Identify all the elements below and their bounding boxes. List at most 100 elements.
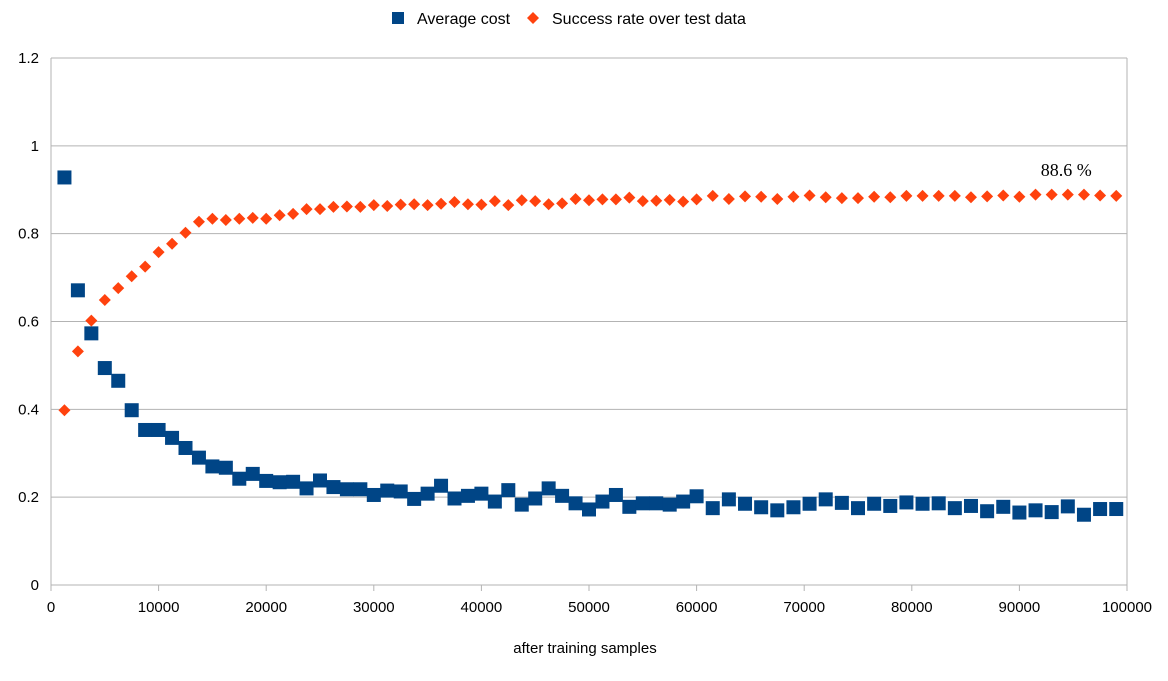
x-axis-title: after training samples	[513, 640, 656, 657]
success-rate-point	[690, 193, 703, 206]
success-rate-point	[771, 192, 784, 205]
success-rate-point	[529, 195, 542, 208]
success-rate-point	[900, 189, 913, 202]
success-rate-point	[340, 200, 353, 213]
success-rate-point	[112, 282, 125, 295]
success-rate-point	[246, 211, 259, 224]
average-cost-point	[786, 500, 801, 515]
success-rate-point	[868, 190, 881, 203]
success-rate-point	[300, 203, 313, 216]
legend-label-success-rate: Success rate over test data	[552, 11, 746, 28]
success-rate-point	[803, 189, 816, 202]
average-cost-point	[689, 489, 704, 504]
success-rate-point	[964, 191, 977, 204]
average-cost-point	[1060, 499, 1075, 514]
success-rate-point	[663, 193, 676, 206]
average-cost-point	[272, 475, 287, 490]
success-rate-point	[981, 190, 994, 203]
legend-marker-average-cost	[392, 12, 404, 24]
average-cost-point	[57, 170, 72, 185]
x-tick-label: 70000	[783, 599, 825, 616]
success-rate-point	[152, 246, 165, 259]
series-average-cost	[57, 170, 1124, 522]
average-cost-point	[151, 422, 166, 437]
success-rate-point	[461, 198, 474, 211]
success-rate-point	[1061, 188, 1074, 201]
y-tick-label: 0.6	[18, 314, 39, 331]
success-rate-point	[819, 191, 832, 204]
success-rate-point	[1077, 188, 1090, 201]
average-cost-point	[326, 480, 341, 495]
gridlines	[51, 57, 1127, 498]
success-rate-point	[448, 196, 461, 209]
success-rate-point	[1013, 190, 1026, 203]
average-cost-point	[1044, 505, 1059, 520]
success-rate-point	[58, 404, 71, 417]
average-cost-point	[1109, 502, 1124, 517]
success-rate-point	[835, 192, 848, 205]
success-rate-point	[435, 197, 448, 210]
average-cost-point	[245, 466, 260, 481]
success-rate-point	[233, 212, 246, 225]
average-cost-point	[834, 495, 849, 510]
average-cost-point	[205, 459, 220, 474]
y-tick-label: 0.8	[18, 226, 39, 243]
average-cost-point	[802, 496, 817, 511]
tick-labels: 0 0.2 0.4 0.6 0.8 1 1.2 0 10000 20000 30000 40000 50…	[18, 50, 1152, 616]
x-tick-label: 40000	[461, 599, 503, 616]
average-cost-point	[514, 497, 529, 512]
success-rate-point	[408, 198, 421, 211]
average-cost-point	[963, 498, 978, 513]
x-tick-label: 90000	[999, 599, 1041, 616]
success-rate-point	[852, 192, 864, 205]
success-rate-point	[1110, 189, 1123, 202]
success-rate-point	[542, 198, 555, 211]
average-cost-point	[738, 496, 753, 511]
annotation-final-success-rate: 88.6 %	[1041, 160, 1092, 180]
success-rate-point	[650, 194, 663, 207]
success-rate-point	[1029, 188, 1042, 201]
y-tick-label: 1	[31, 138, 39, 155]
average-cost-point	[915, 496, 930, 511]
success-rate-point	[787, 190, 800, 203]
success-rate-point	[85, 314, 98, 327]
legend: Average cost Success rate over test data	[392, 11, 746, 28]
average-cost-point	[676, 494, 691, 509]
success-rate-point	[932, 189, 945, 202]
success-rate-point	[948, 189, 961, 202]
success-rate-point	[260, 212, 273, 225]
x-tick-label: 20000	[245, 599, 287, 616]
success-rate-point	[596, 193, 609, 206]
y-tick-label: 1.2	[18, 50, 39, 67]
average-cost-point	[420, 486, 435, 501]
average-cost-point	[582, 502, 596, 517]
success-rate-point	[997, 189, 1010, 202]
success-rate-point	[583, 194, 595, 207]
success-rate-point	[623, 191, 636, 204]
success-rate-point	[98, 293, 111, 306]
success-rate-point	[381, 199, 394, 212]
success-rate-point	[139, 260, 152, 273]
average-cost-point	[380, 483, 395, 498]
average-cost-point	[528, 491, 543, 506]
average-cost-point	[947, 501, 962, 516]
average-cost-point	[353, 482, 368, 497]
average-cost-point	[393, 484, 408, 499]
average-cost-point	[474, 486, 489, 501]
average-cost-point	[931, 496, 946, 511]
average-cost-point	[770, 503, 785, 518]
success-rate-point	[71, 345, 84, 358]
average-cost-point	[867, 496, 882, 511]
success-rate-point	[394, 198, 407, 211]
average-cost-point	[232, 471, 247, 486]
average-cost-point	[541, 481, 556, 496]
success-rate-point	[636, 195, 649, 208]
success-rate-point	[1045, 188, 1058, 201]
average-cost-point	[818, 492, 833, 507]
success-rate-point	[206, 212, 219, 225]
average-cost-point	[662, 497, 677, 512]
average-cost-point	[313, 473, 327, 488]
success-rate-point	[569, 192, 582, 205]
average-cost-point	[1093, 502, 1108, 517]
